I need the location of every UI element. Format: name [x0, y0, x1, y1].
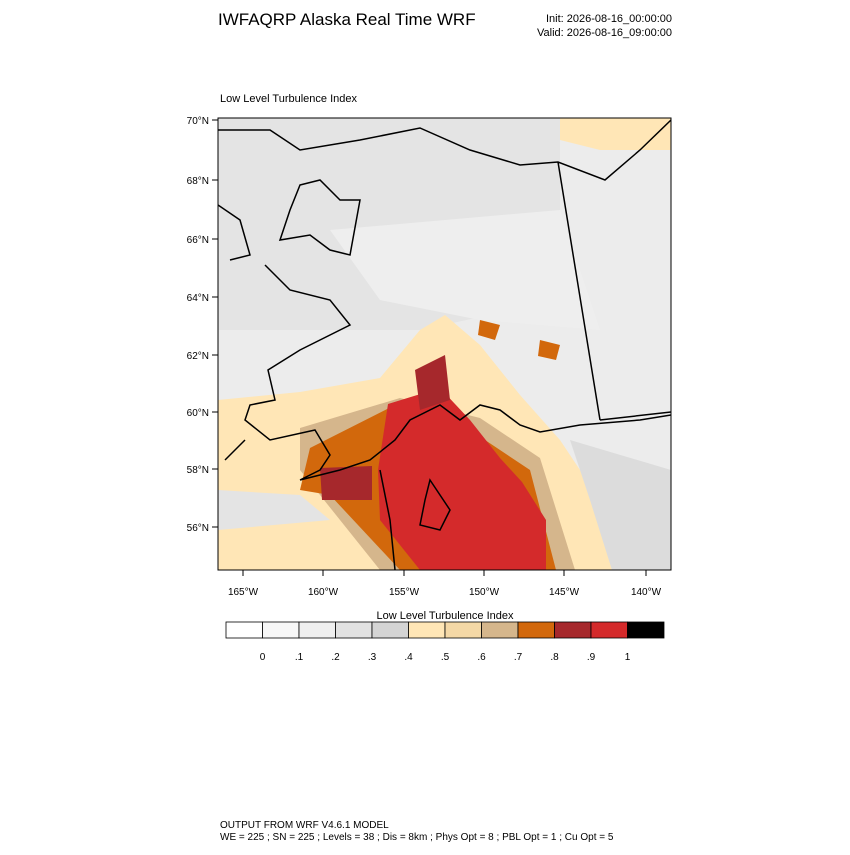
colorbar-box: [262, 621, 300, 639]
coastline: [218, 119, 671, 570]
colorbar-label: .2: [331, 652, 340, 663]
lat-label: 64°N: [187, 293, 209, 304]
colorbar: 0 .1 .2 .3 .4 .5 .6 .7 .8 .9 1: [225, 621, 665, 663]
lon-label: 145°W: [549, 587, 580, 598]
lon-label: 165°W: [228, 587, 259, 598]
lat-label: 58°N: [187, 465, 209, 476]
colorbar-box: [554, 621, 592, 639]
map-frame: [217, 117, 672, 571]
axes: 70°N 68°N 66°N 64°N 62°N 60°N 58°N 56°N 165°W 160…: [187, 116, 662, 598]
footer-line: WE = 225 ; SN = 225 ; Levels = 38 ; Dis …: [220, 832, 614, 843]
colorbar-label: .6: [477, 652, 486, 663]
lon-label: 150°W: [469, 587, 500, 598]
colorbar-box: [335, 621, 373, 639]
colorbar-box: [298, 621, 336, 639]
footer-line: OUTPUT FROM WRF V4.6.1 MODEL: [220, 820, 389, 831]
map-field: [218, 118, 671, 570]
colorbar-label: .9: [587, 652, 596, 663]
lat-label: 68°N: [187, 176, 209, 187]
lat-label: 66°N: [187, 235, 209, 246]
lon-label: 155°W: [389, 587, 420, 598]
lat-label: 62°N: [187, 351, 209, 362]
lat-label: 56°N: [187, 523, 209, 534]
colorbar-label: .4: [404, 652, 413, 663]
lon-label: 140°W: [631, 587, 662, 598]
lat-label: 60°N: [187, 408, 209, 419]
colorbar-box: [627, 621, 665, 639]
colorbar-box: [517, 621, 555, 639]
colorbar-label: .5: [441, 652, 450, 663]
map-title: Low Level Turbulence Index: [220, 93, 357, 105]
lat-label: 70°N: [187, 116, 209, 127]
colorbar-box: [408, 621, 446, 639]
colorbar-box: [444, 621, 482, 639]
colorbar-box: [481, 621, 519, 639]
colorbar-label: .3: [368, 652, 377, 663]
colorbar-label: 1: [625, 652, 631, 663]
colorbar-label: .8: [550, 652, 559, 663]
colorbar-box: [371, 621, 409, 639]
colorbar-label: 0: [260, 652, 266, 663]
init-time: Init: 2026-08-16_00:00:00: [546, 13, 672, 25]
valid-time: Valid: 2026-08-16_09:00:00: [537, 27, 672, 39]
colorbar-box: [225, 621, 263, 639]
title: IWFAQRP Alaska Real Time WRF: [218, 10, 476, 29]
colorbar-label: .1: [295, 652, 304, 663]
colorbar-label: .7: [514, 652, 523, 663]
colorbar-title: Low Level Turbulence Index: [377, 610, 514, 622]
lon-label: 160°W: [308, 587, 339, 598]
colorbar-box: [590, 621, 628, 639]
